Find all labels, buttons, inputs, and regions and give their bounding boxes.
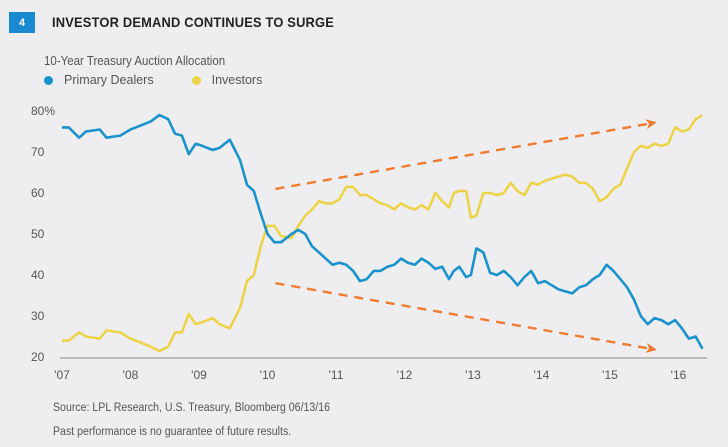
x-tick-label: '16	[671, 368, 687, 382]
figure-title: INVESTOR DEMAND CONTINUES TO SURGE	[52, 14, 335, 30]
x-tick-label: '09	[191, 368, 207, 382]
upward-trend-arrow	[275, 123, 652, 191]
y-tick-label: 70	[31, 145, 45, 159]
y-tick-label: 60	[31, 186, 45, 200]
legend-item-primary-dealers: Primary Dealers	[44, 73, 154, 87]
x-tick-label: '12	[397, 368, 413, 382]
chart-legend: Primary Dealers Investors	[44, 73, 300, 87]
legend-dot-primary-dealers	[44, 75, 53, 85]
legend-item-investors: Investors	[191, 73, 263, 87]
legend-label-primary-dealers: Primary Dealers	[64, 73, 154, 87]
y-tick-label: 20	[31, 350, 45, 364]
x-tick-label: '08	[123, 368, 139, 382]
x-tick-label: '14	[534, 368, 550, 382]
x-tick-label: '10	[260, 368, 276, 382]
investors-line	[62, 113, 704, 353]
x-tick-label: '07	[54, 368, 70, 382]
primary-dealers-line	[62, 113, 704, 350]
x-tick-label: '13	[465, 368, 481, 382]
downward-trend-arrow	[275, 282, 652, 349]
source-note: Source: LPL Research, U.S. Treasury, Blo…	[53, 402, 330, 414]
y-tick-label: 40	[31, 268, 45, 282]
legend-label-investors: Investors	[211, 73, 263, 87]
y-tick-label: 80%	[31, 104, 55, 118]
y-tick-label: 30	[31, 309, 45, 323]
y-tick-label: 50	[31, 227, 45, 241]
chart-title: 10-Year Treasury Auction Allocation	[44, 54, 226, 68]
disclaimer: Past performance is no guarantee of futu…	[53, 426, 292, 438]
x-tick-label: '15	[602, 368, 618, 382]
legend-dot-investors	[191, 75, 201, 85]
x-tick-label: '11	[329, 368, 344, 382]
figure-number-badge: 4	[9, 12, 35, 33]
